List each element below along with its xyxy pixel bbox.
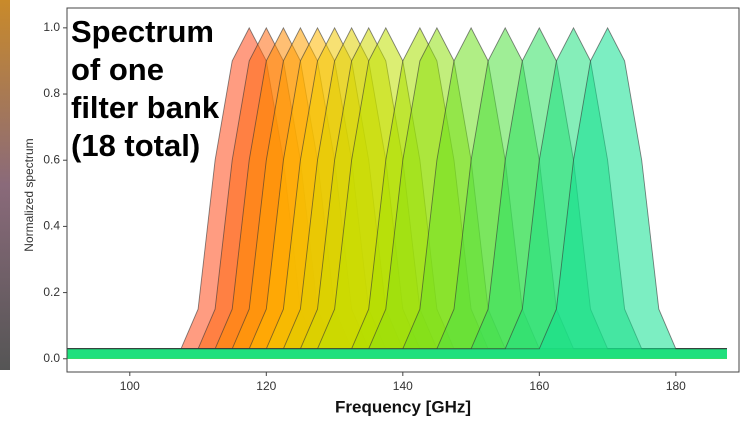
x-tick-label: 120 bbox=[256, 379, 276, 393]
series-line bbox=[67, 26, 727, 350]
x-tick-label: 180 bbox=[666, 379, 686, 393]
x-tick-label: 160 bbox=[529, 379, 549, 393]
plot-area bbox=[67, 26, 727, 359]
y-tick-label: 0.0 bbox=[43, 351, 60, 365]
x-axis-label: Frequency [GHz] bbox=[335, 397, 471, 416]
annotation-line: (18 total) bbox=[71, 128, 200, 163]
area-fill bbox=[67, 27, 727, 359]
annotation-line: Spectrum bbox=[71, 14, 214, 49]
y-tick-label: 1.0 bbox=[43, 20, 60, 34]
annotation-line: of one bbox=[71, 52, 164, 87]
y-tick-label: 0.4 bbox=[43, 219, 60, 233]
area-fill bbox=[67, 27, 727, 359]
y-tick-label: 0.2 bbox=[43, 285, 60, 299]
y-tick-label: 0.6 bbox=[43, 152, 60, 166]
area-fill bbox=[67, 27, 727, 359]
y-axis-label: Normalized spectrum bbox=[22, 138, 36, 251]
x-tick-label: 100 bbox=[120, 379, 140, 393]
x-tick-label: 140 bbox=[393, 379, 413, 393]
photo-strip bbox=[0, 0, 10, 370]
area-fill bbox=[67, 27, 727, 359]
annotation-line: filter bank bbox=[71, 90, 220, 125]
y-tick-label: 0.8 bbox=[43, 86, 60, 100]
